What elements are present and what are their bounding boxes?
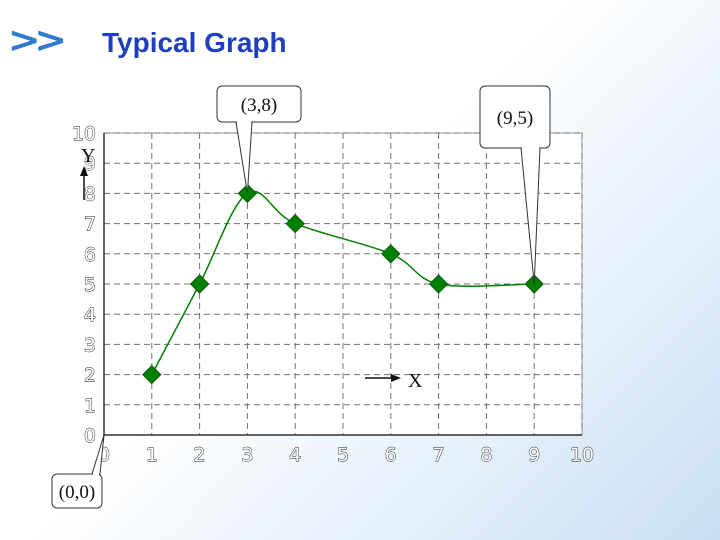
x-tick-label: 7	[433, 444, 445, 466]
y-axis-arrowhead	[80, 166, 88, 176]
data-point-marker	[142, 364, 162, 385]
data-points	[142, 183, 544, 385]
callout-box	[216, 85, 302, 123]
slide-marker: >>	[7, 20, 68, 61]
y-tick-label: 1	[84, 395, 96, 417]
callout: (9,5)	[479, 85, 551, 285]
y-tick-label: 9	[84, 153, 96, 175]
y-tick-label: 10	[72, 123, 96, 145]
y-tick-label: 8	[84, 183, 96, 205]
x-tick-label: 9	[528, 444, 540, 466]
data-point-marker	[285, 213, 305, 234]
callout-label: (0,0)	[59, 482, 95, 503]
callout: (0,0)	[51, 434, 105, 509]
callout-label: (9,5)	[497, 108, 533, 129]
axis-name-labels: YX	[80, 145, 423, 392]
y-tick-label: 3	[84, 334, 96, 356]
slide-title: Typical Graph	[102, 27, 287, 58]
y-tick-label: 0	[84, 425, 96, 447]
callouts: (3,8) (9,5) (0,0)	[51, 85, 551, 509]
callout: (3,8)	[216, 85, 302, 194]
x-tick-label: 1	[146, 444, 158, 466]
x-tick-label: 8	[480, 444, 492, 466]
x-tick-label: 10	[570, 444, 594, 466]
chart-grid	[103, 132, 583, 436]
x-axis-name: X	[408, 370, 423, 392]
y-tick-label: 5	[84, 274, 96, 296]
y-tick-label: 7	[84, 214, 96, 236]
y-axis-name: Y	[81, 145, 95, 167]
y-tick-label: 4	[84, 304, 96, 326]
callout-label: (3,8)	[241, 95, 277, 116]
x-axis-arrowhead	[391, 374, 401, 382]
callout-box	[51, 473, 103, 509]
data-point-marker	[189, 274, 210, 294]
callout-box	[479, 85, 551, 149]
x-tick-label: 3	[241, 444, 253, 466]
x-tick-label: 2	[194, 444, 206, 466]
x-tick-label: 4	[289, 444, 301, 466]
y-tick-label: 6	[84, 244, 96, 266]
data-point-marker	[428, 274, 449, 294]
y-tick-label: 2	[84, 365, 96, 387]
data-point-marker	[381, 244, 401, 264]
x-tick-label: 5	[337, 444, 349, 466]
x-tick-label: 6	[385, 444, 397, 466]
